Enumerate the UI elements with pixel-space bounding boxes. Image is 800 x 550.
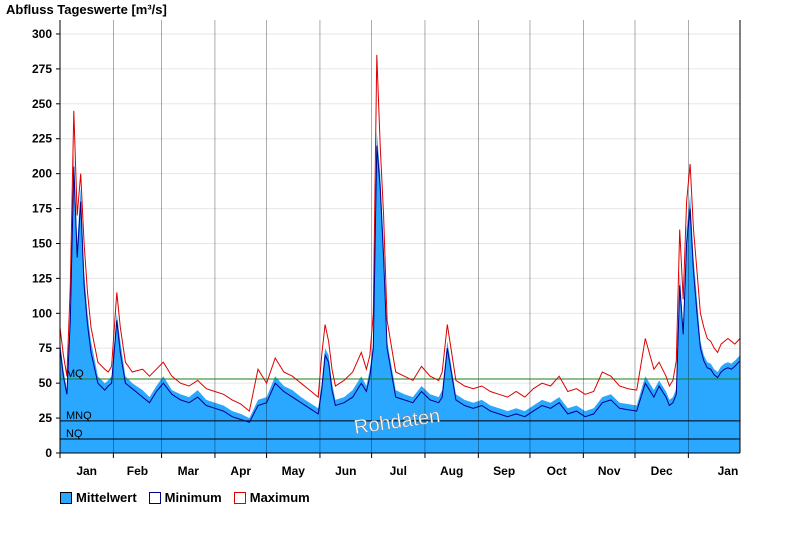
x-tick-label: Jul xyxy=(390,464,407,478)
x-tick-label: May xyxy=(282,464,306,478)
reference-label-nq: NQ xyxy=(66,428,83,440)
y-tick-label: 200 xyxy=(32,167,52,181)
legend-item-maximum: Maximum xyxy=(233,490,310,505)
reference-label-mq: MQ xyxy=(66,368,84,380)
y-tick-label: 175 xyxy=(32,202,52,216)
legend-swatch-maximum xyxy=(233,491,246,504)
legend-label-mittelwert: Mittelwert xyxy=(76,490,137,505)
reference-label-mnq: MNQ xyxy=(66,410,92,422)
legend-swatch-mittelwert xyxy=(60,491,72,504)
legend-label-maximum: Maximum xyxy=(249,490,310,505)
x-tick-label: Nov xyxy=(598,464,621,478)
y-tick-label: 25 xyxy=(39,411,53,425)
series-line-maximum xyxy=(59,54,741,413)
series-area-mittelwert xyxy=(60,131,740,453)
y-tick-label: 50 xyxy=(39,376,53,390)
y-tick-label: 75 xyxy=(39,341,53,355)
x-tick-label: Aug xyxy=(440,464,463,478)
chart-title: Abfluss Tageswerte [m³/s] xyxy=(6,2,167,17)
x-tick-label: Jan xyxy=(718,464,739,478)
legend-item-minimum: Minimum xyxy=(148,490,222,505)
series-line-minimum xyxy=(59,145,741,423)
y-tick-label: 125 xyxy=(32,271,52,285)
y-tick-label: 275 xyxy=(32,62,52,76)
y-tick-label: 150 xyxy=(32,236,52,250)
y-tick-label: 225 xyxy=(32,132,52,146)
y-tick-label: 0 xyxy=(45,446,52,460)
x-tick-label: Jan xyxy=(76,464,97,478)
legend-item-mittelwert: Mittelwert xyxy=(60,490,137,505)
legend-swatch-minimum xyxy=(148,491,161,504)
chart-legend: Mittelwert Minimum Maximum xyxy=(60,490,310,505)
y-tick-label: 100 xyxy=(32,306,52,320)
y-tick-label: 250 xyxy=(32,97,52,111)
x-tick-label: Jun xyxy=(335,464,356,478)
legend-label-minimum: Minimum xyxy=(164,490,222,505)
x-tick-label: Feb xyxy=(127,464,148,478)
y-tick-label: 300 xyxy=(32,27,52,41)
x-tick-label: Oct xyxy=(547,464,567,478)
x-tick-label: Apr xyxy=(230,464,251,478)
x-tick-label: Mar xyxy=(178,464,200,478)
x-tick-label: Sep xyxy=(493,464,515,478)
x-tick-label: Dec xyxy=(651,464,673,478)
